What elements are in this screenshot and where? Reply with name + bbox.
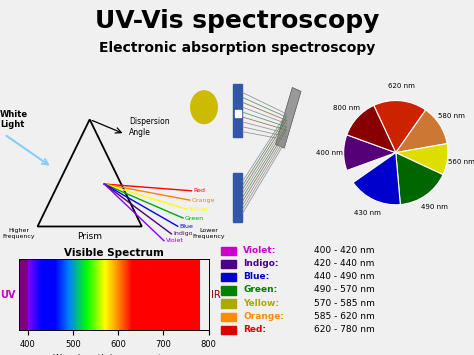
Text: 620 nm: 620 nm (388, 83, 415, 89)
Bar (233, 173, 243, 222)
Text: White
Light: White Light (0, 110, 28, 129)
Wedge shape (396, 110, 447, 153)
Text: Violet: Violet (166, 238, 184, 243)
Wedge shape (396, 153, 443, 204)
Text: Orange: Orange (192, 198, 215, 203)
Text: Indigo: Indigo (173, 231, 193, 236)
Bar (220, 286, 236, 295)
Text: Violet:: Violet: (243, 246, 276, 255)
Wedge shape (347, 105, 396, 153)
Text: Green:: Green: (243, 285, 277, 294)
Text: 420 - 440 nm: 420 - 440 nm (313, 259, 374, 268)
Circle shape (191, 91, 217, 124)
Text: Blue: Blue (180, 224, 194, 229)
Text: 490 - 570 nm: 490 - 570 nm (313, 285, 374, 294)
Bar (220, 299, 236, 308)
Text: 560 nm: 560 nm (448, 159, 474, 165)
Text: 620 - 780 nm: 620 - 780 nm (313, 325, 374, 334)
Title: Visible Spectrum: Visible Spectrum (64, 248, 164, 258)
Wedge shape (353, 153, 401, 205)
Text: UV: UV (0, 290, 15, 300)
Text: Dispersion
Angle: Dispersion Angle (129, 117, 170, 137)
Text: Indigo:: Indigo: (243, 259, 279, 268)
X-axis label: Wavelength in nanometers: Wavelength in nanometers (53, 354, 175, 355)
Text: Orange:: Orange: (243, 312, 284, 321)
Text: Green: Green (185, 215, 204, 220)
Text: 570 - 585 nm: 570 - 585 nm (313, 299, 374, 307)
Text: Red: Red (193, 188, 206, 193)
Text: Prism: Prism (77, 232, 102, 241)
Bar (220, 326, 236, 334)
Bar (220, 313, 236, 321)
Text: 490 nm: 490 nm (420, 204, 447, 210)
Bar (220, 247, 236, 255)
Text: 580 nm: 580 nm (438, 113, 465, 119)
Wedge shape (374, 100, 426, 153)
Text: Blue:: Blue: (243, 272, 269, 281)
Text: UV-Vis spectroscopy: UV-Vis spectroscopy (95, 9, 379, 33)
Wedge shape (396, 143, 448, 175)
Text: Electronic absorption spectroscopy: Electronic absorption spectroscopy (99, 41, 375, 55)
Text: Higher
Frequency: Higher Frequency (3, 229, 35, 239)
Text: 585 - 620 nm: 585 - 620 nm (313, 312, 374, 321)
Bar (220, 260, 236, 268)
Text: 800 nm: 800 nm (333, 105, 360, 111)
Text: IR: IR (211, 290, 221, 300)
Bar (233, 84, 243, 137)
Bar (220, 273, 236, 281)
Text: 400 - 420 nm: 400 - 420 nm (313, 246, 374, 255)
Text: 430 nm: 430 nm (354, 210, 381, 216)
Text: 440 - 490 nm: 440 - 490 nm (313, 272, 374, 281)
Polygon shape (275, 87, 301, 148)
Wedge shape (344, 135, 396, 170)
Text: Yellow:: Yellow: (243, 299, 279, 307)
Bar (235, 110, 241, 117)
Text: Red:: Red: (243, 325, 266, 334)
Text: Yellow: Yellow (189, 207, 209, 212)
Text: 400 nm: 400 nm (316, 150, 343, 155)
Text: Lower
Frequency: Lower Frequency (192, 229, 225, 239)
